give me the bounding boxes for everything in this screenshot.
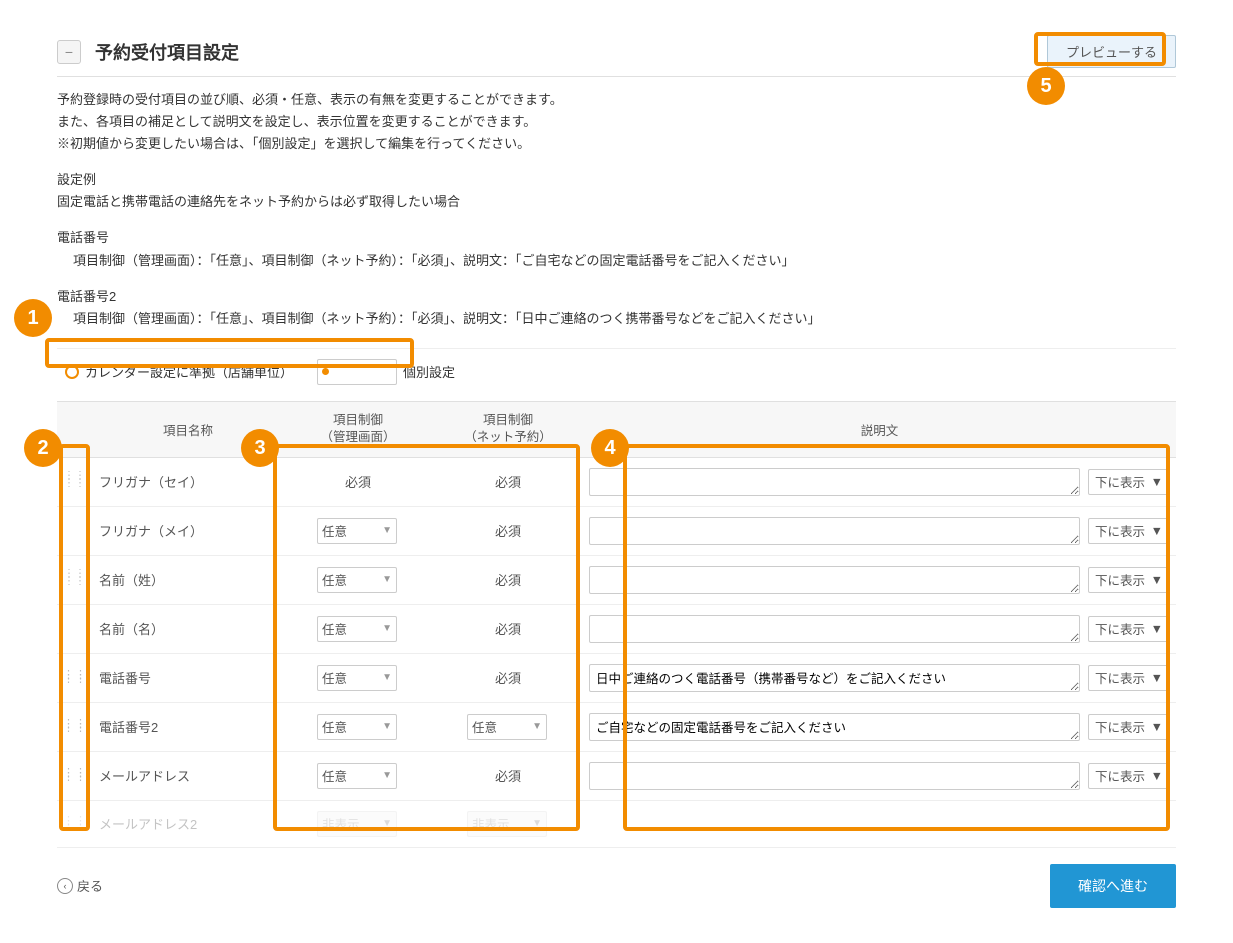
- table-row: ⋮⋮⋮⋮ 電話番号 任意▼ 必須 下に表示▼: [57, 653, 1176, 702]
- ctl-net-static: 必須: [495, 766, 521, 785]
- table-row: ⋮⋮⋮⋮⋮⋮ フリガナ（セイ） 必須 必須 下に表示▼: [57, 457, 1176, 506]
- drag-handle-icon[interactable]: ⋮⋮⋮⋮: [63, 771, 87, 779]
- description-input[interactable]: [589, 517, 1080, 545]
- ctl-net-select[interactable]: 任意▼: [467, 714, 547, 740]
- ctl-net-static: 必須: [495, 521, 521, 540]
- table-row: ⋮⋮⋮⋮ メールアドレス2 非表示▼ 非表示▼: [57, 800, 1176, 847]
- tel1-line: 項目制御（管理画面）：「任意」、項目制御（ネット予約）：「必須」、説明文：「ご自…: [57, 250, 1176, 272]
- field-name: 名前（名）: [93, 604, 283, 653]
- back-label: 戻る: [77, 876, 103, 895]
- chevron-down-icon: ▼: [1151, 475, 1163, 489]
- drag-handle-icon[interactable]: ⋮⋮⋮⋮: [63, 722, 87, 730]
- ctl-admin-select[interactable]: 任意▼: [317, 714, 397, 740]
- table-row: ⋮⋮⋮⋮ 電話番号2 任意▼ 任意▼ 下に表示▼: [57, 702, 1176, 751]
- example-sub: 固定電話と携帯電話の連絡先をネット予約からは必ず取得したい場合: [57, 191, 1176, 213]
- example-heading: 設定例: [57, 169, 1176, 191]
- col-ctl-admin: 項目制御 （管理画面）: [283, 401, 433, 457]
- tel2-label: 電話番号2: [57, 286, 1176, 308]
- chevron-down-icon: ▼: [1151, 622, 1163, 636]
- chevron-down-icon: ▼: [382, 672, 392, 683]
- ctl-admin-static: 必須: [345, 472, 371, 491]
- chevron-down-icon: ▼: [382, 525, 392, 536]
- position-select[interactable]: 下に表示▼: [1088, 665, 1170, 691]
- ctl-admin-select[interactable]: 任意▼: [317, 763, 397, 789]
- radio-row: カレンダー設定に準拠（店舗単位） 個別設定: [57, 348, 1176, 395]
- position-select[interactable]: 下に表示▼: [1088, 616, 1170, 642]
- table-row: ⋮⋮⋮⋮ メールアドレス 任意▼ 必須 下に表示▼: [57, 751, 1176, 800]
- chevron-down-icon: ▼: [382, 574, 392, 585]
- radio-label: カレンダー設定に準拠（店舗単位）: [85, 362, 293, 381]
- field-name: フリガナ（メイ）: [93, 506, 283, 555]
- ctl-net-select[interactable]: 非表示▼: [467, 811, 547, 837]
- drag-handle-icon[interactable]: ⋮⋮⋮⋮: [63, 673, 87, 681]
- chevron-down-icon: ▼: [382, 623, 392, 634]
- position-select[interactable]: 下に表示▼: [1088, 763, 1170, 789]
- description-input[interactable]: [589, 762, 1080, 790]
- collapse-button[interactable]: −: [57, 40, 81, 64]
- description-input[interactable]: [589, 615, 1080, 643]
- ctl-admin-select[interactable]: 任意▼: [317, 665, 397, 691]
- table-row: 名前（名） 任意▼ 必須 下に表示▼: [57, 604, 1176, 653]
- desc-line: 予約登録時の受付項目の並び順、必須・任意、表示の有無を変更することができます。: [57, 89, 1176, 111]
- drag-handle-icon[interactable]: ⋮⋮⋮⋮⋮⋮: [64, 474, 86, 486]
- table-row: ⋮⋮⋮⋮⋮⋮ 名前（姓） 任意▼ 必須 下に表示▼: [57, 555, 1176, 604]
- chevron-down-icon: ▼: [382, 770, 392, 781]
- drag-handle-icon[interactable]: ⋮⋮⋮⋮: [63, 819, 87, 827]
- position-select[interactable]: 下に表示▼: [1088, 518, 1170, 544]
- ctl-admin-select[interactable]: 任意▼: [317, 567, 397, 593]
- ctl-net-static: 必須: [495, 619, 521, 638]
- tel2-line: 項目制御（管理画面）：「任意」、項目制御（ネット予約）：「必須」、説明文：「日中…: [57, 308, 1176, 330]
- ctl-net-static: 必須: [495, 668, 521, 687]
- field-name: 名前（姓）: [93, 555, 283, 604]
- chevron-down-icon: ▼: [1151, 720, 1163, 734]
- chevron-down-icon: ▼: [382, 818, 392, 829]
- chevron-down-icon: ▼: [1151, 671, 1163, 685]
- drag-handle-icon[interactable]: ⋮⋮⋮⋮⋮⋮: [64, 572, 86, 584]
- position-select[interactable]: 下に表示▼: [1088, 469, 1170, 495]
- tel1-label: 電話番号: [57, 227, 1176, 249]
- field-name: 電話番号2: [93, 702, 283, 751]
- chevron-down-icon: ▼: [1151, 769, 1163, 783]
- confirm-button[interactable]: 確認へ進む: [1050, 864, 1176, 908]
- description-input[interactable]: [589, 566, 1080, 594]
- desc-line: ※初期値から変更したい場合は、「個別設定」を選択して編集を行ってください。: [57, 133, 1176, 155]
- description-input[interactable]: [589, 468, 1080, 496]
- radio-calendar[interactable]: カレンダー設定に準拠（店舗単位）: [65, 362, 293, 381]
- radio-icon: [317, 359, 397, 385]
- description-block: 予約登録時の受付項目の並び順、必須・任意、表示の有無を変更することができます。 …: [57, 89, 1176, 330]
- ctl-admin-select[interactable]: 非表示▼: [317, 811, 397, 837]
- col-desc: 説明文: [583, 401, 1176, 457]
- field-name: 電話番号: [93, 653, 283, 702]
- field-name: メールアドレス2: [93, 800, 283, 847]
- radio-label: 個別設定: [403, 362, 455, 381]
- ctl-net-static: 必須: [495, 570, 521, 589]
- field-name: メールアドレス: [93, 751, 283, 800]
- position-select[interactable]: 下に表示▼: [1088, 714, 1170, 740]
- fields-table: 項目名称 項目制御 （管理画面） 項目制御 （ネット予約） 説明文 ⋮⋮⋮⋮⋮⋮…: [57, 401, 1176, 848]
- annotation-number: 1: [14, 299, 52, 337]
- description-input[interactable]: [589, 664, 1080, 692]
- ctl-admin-select[interactable]: 任意▼: [317, 518, 397, 544]
- ctl-net-static: 必須: [495, 472, 521, 491]
- chevron-down-icon: ▼: [382, 721, 392, 732]
- chevron-down-icon: ▼: [1151, 524, 1163, 538]
- col-handle: [57, 401, 93, 457]
- col-name: 項目名称: [93, 401, 283, 457]
- ctl-admin-select[interactable]: 任意▼: [317, 616, 397, 642]
- description-input[interactable]: [589, 713, 1080, 741]
- preview-button[interactable]: プレビューする: [1047, 35, 1176, 68]
- chevron-down-icon: ▼: [1151, 573, 1163, 587]
- chevron-down-icon: ▼: [532, 721, 542, 732]
- chevron-left-icon: ‹: [57, 878, 73, 894]
- page-title: 予約受付項目設定: [95, 39, 1047, 65]
- table-row: フリガナ（メイ） 任意▼ 必須 下に表示▼: [57, 506, 1176, 555]
- radio-icon: [65, 365, 79, 379]
- back-button[interactable]: ‹ 戻る: [57, 876, 103, 895]
- position-select[interactable]: 下に表示▼: [1088, 567, 1170, 593]
- chevron-down-icon: ▼: [532, 818, 542, 829]
- col-ctl-net: 項目制御 （ネット予約）: [433, 401, 583, 457]
- radio-individual[interactable]: 個別設定: [317, 359, 455, 385]
- desc-line: また、各項目の補足として説明文を設定し、表示位置を変更することができます。: [57, 111, 1176, 133]
- field-name: フリガナ（セイ）: [93, 457, 283, 506]
